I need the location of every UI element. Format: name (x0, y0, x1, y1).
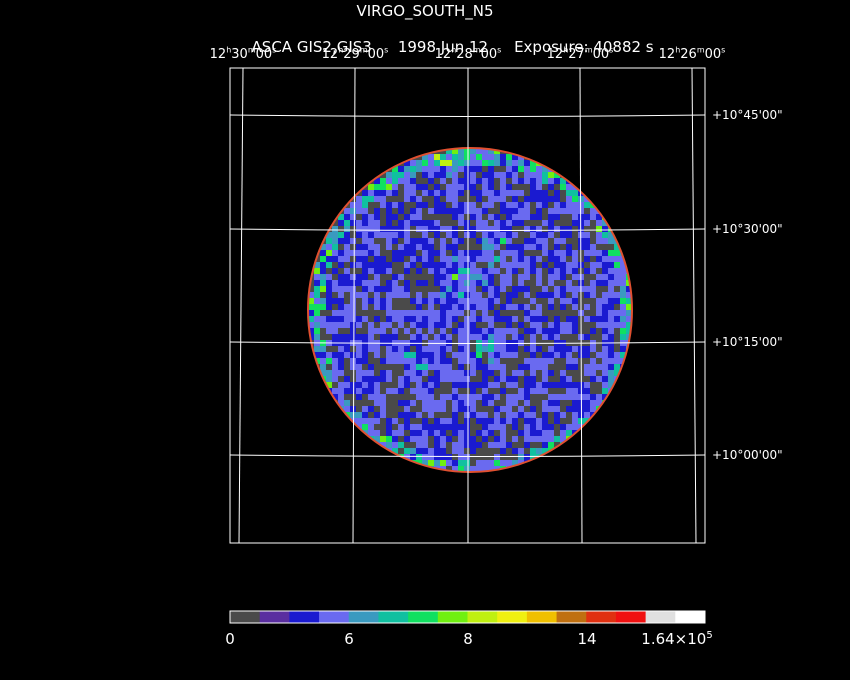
coordinate-grid (229, 67, 706, 544)
colorbar-tick-label: 14 (577, 630, 597, 648)
colorbar-segment (437, 611, 468, 623)
colorbar-segment (586, 611, 617, 623)
image-title: VIRGO_SOUTH_N5 (356, 2, 494, 20)
colorbar-segment (467, 611, 498, 623)
colorbar-tick-label: 8 (463, 630, 473, 648)
colorbar-segment (348, 611, 379, 623)
ra-grid-line (352, 67, 356, 544)
colorbar-segment (319, 611, 350, 623)
colorbar-tick-label: 0 (225, 630, 235, 648)
colorbar-segment (378, 611, 409, 623)
exposure-label: Exposure: 40882 s (514, 38, 654, 56)
dec-tick-label: +10°15'00" (712, 335, 783, 349)
dec-grid-line (229, 228, 706, 231)
dec-grid-line (229, 454, 706, 457)
ra-tick-label: 12h27m00s (546, 45, 614, 62)
dec-tick-label: +10°45'00" (712, 108, 783, 122)
ra-grid-line (238, 67, 244, 544)
ra-tick-label: 12h26m00s (658, 45, 726, 62)
observation-date: 1998 Jun 12 (397, 38, 489, 56)
colorbar-segment (259, 611, 290, 623)
ra-tick-label: 12h28m00s (434, 45, 502, 62)
dec-grid-line (229, 114, 706, 117)
plot-frame (229, 67, 706, 544)
colorbar-segment (556, 611, 587, 623)
dec-tick-label: +10°30'00" (712, 222, 783, 236)
ra-grid-line (691, 67, 697, 544)
field-edge (307, 147, 633, 473)
colorbar (229, 610, 706, 624)
observation-info: ASCA GIS2,GIS3 1998 Jun 12 Exposure: 40882… (242, 20, 680, 56)
colorbar-segment (645, 611, 676, 623)
dec-grid-line (229, 341, 706, 344)
colorbar-segment (615, 611, 647, 623)
colorbar-segment (230, 611, 261, 623)
colorbar-segment (497, 611, 528, 623)
colorbar-segment (289, 611, 320, 623)
ra-grid-line (579, 67, 583, 544)
ra-tick-label: 12h30m00s (209, 45, 277, 62)
colorbar-segment (408, 611, 439, 623)
colorbar-segment (526, 611, 558, 623)
colorbar-segment (675, 611, 706, 623)
ra-tick-label: 12h29m00s (321, 45, 389, 62)
instrument-label: ASCA GIS2,GIS3 (251, 38, 372, 56)
colorbar-max-label: 1.64×105 (641, 630, 713, 648)
colorbar-tick-label: 6 (344, 630, 354, 648)
xray-image (308, 148, 632, 472)
dec-tick-label: +10°00'00" (712, 448, 783, 462)
